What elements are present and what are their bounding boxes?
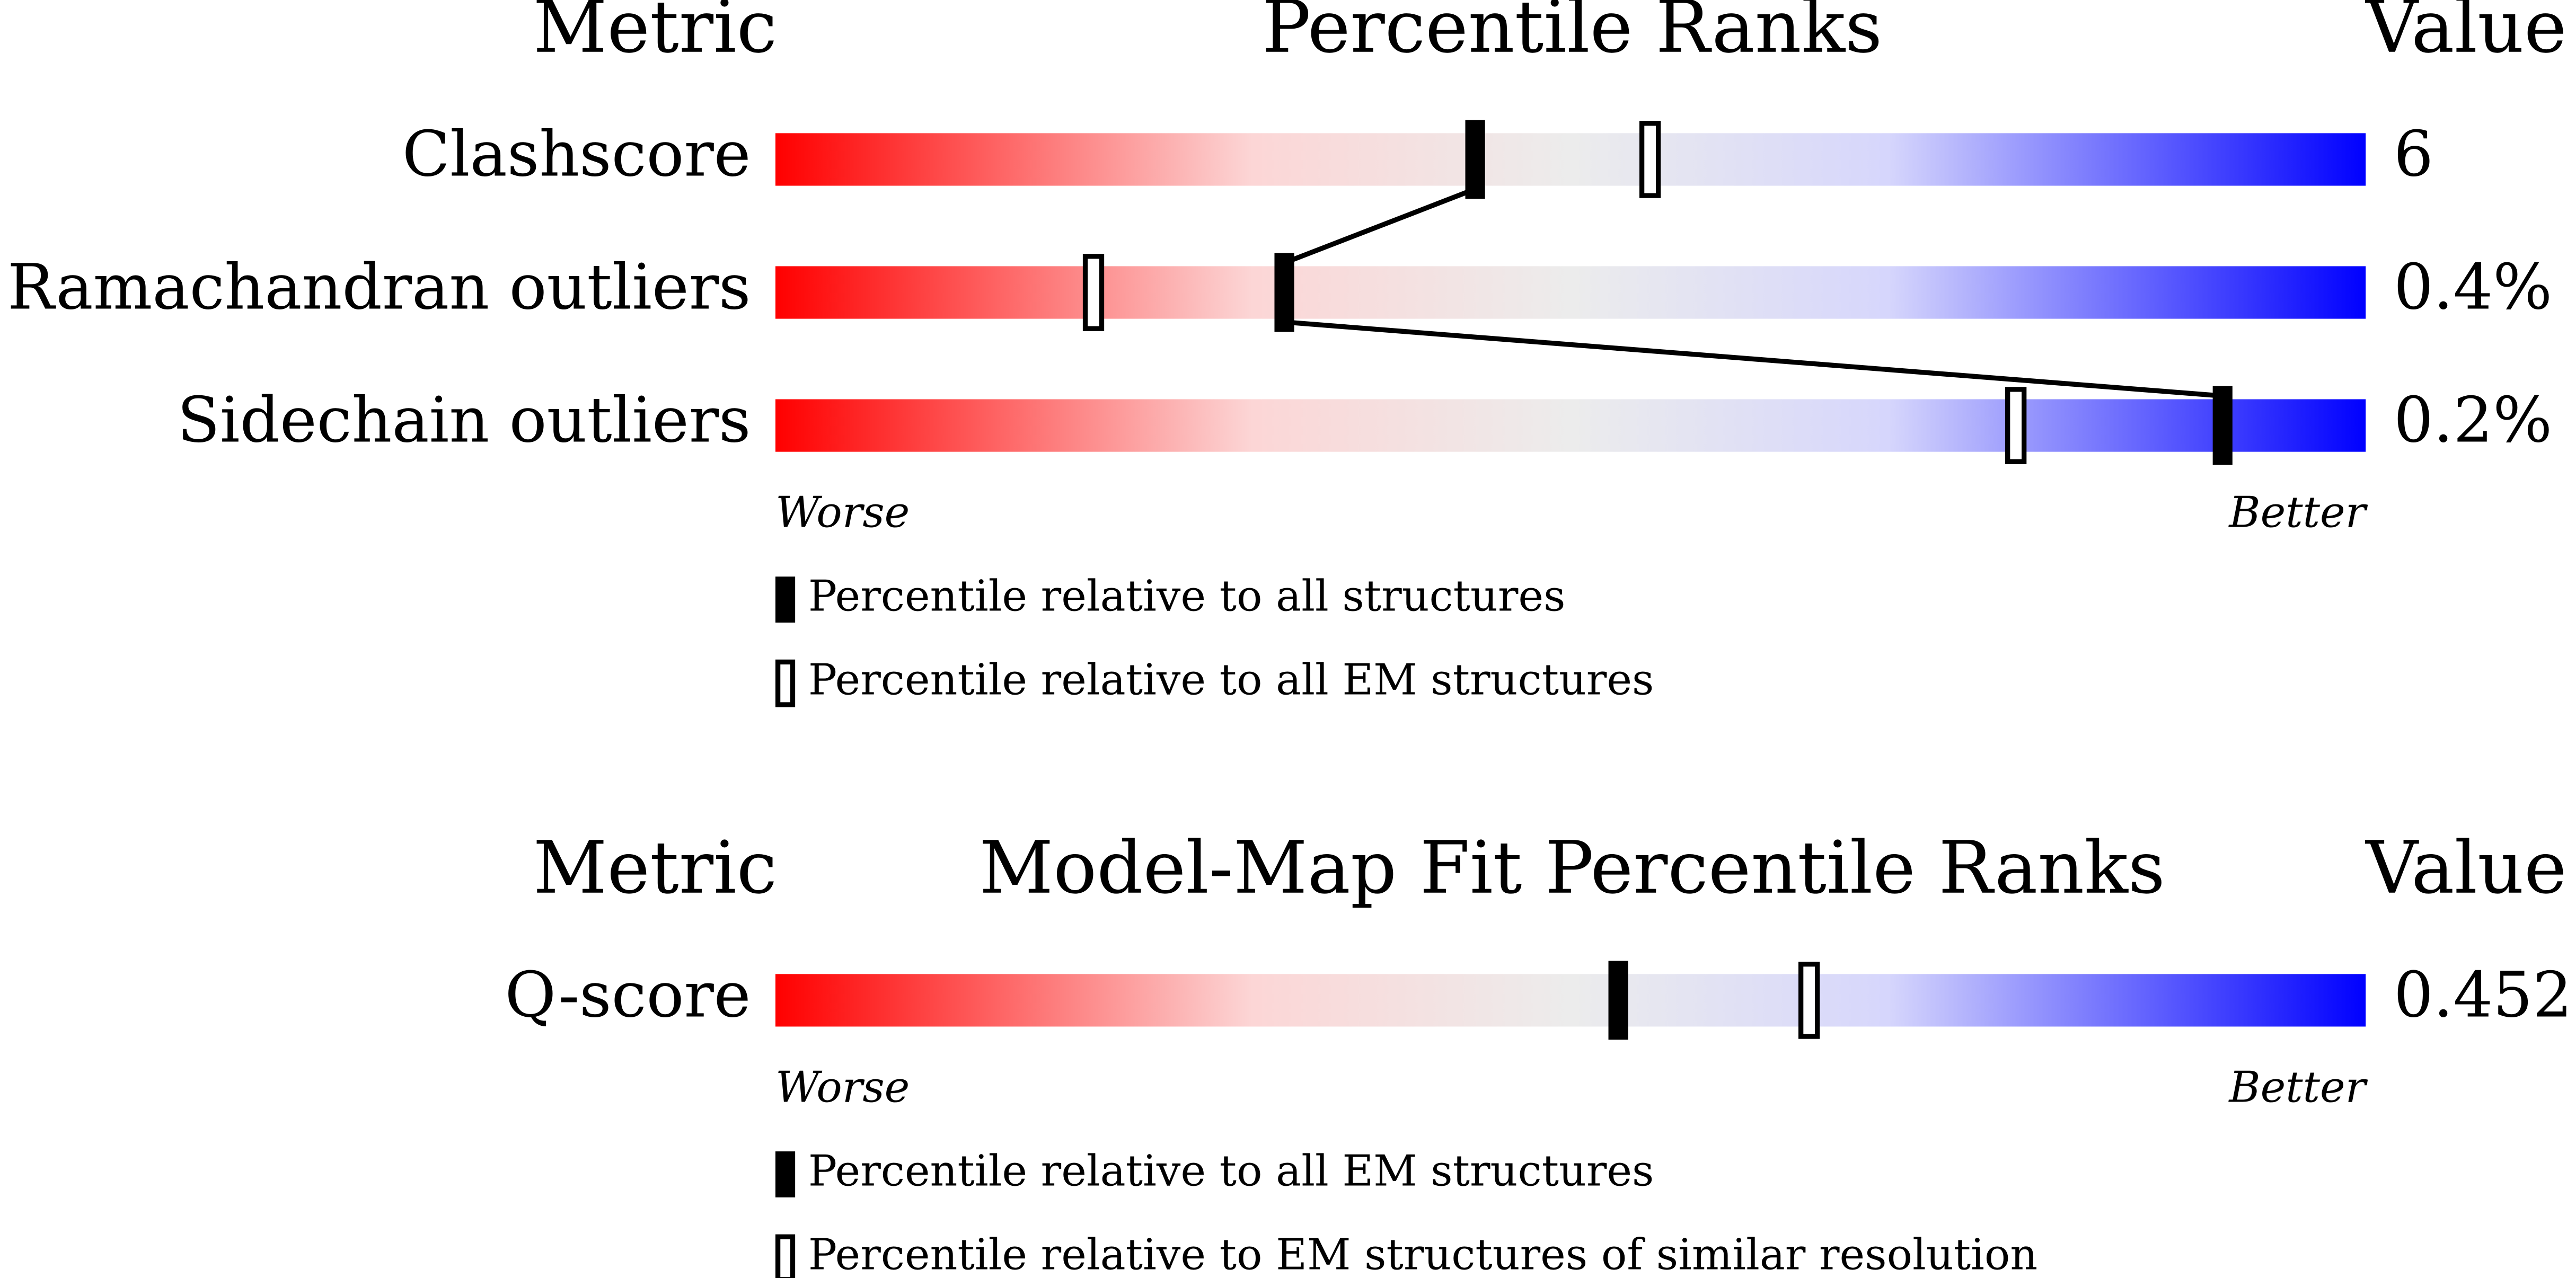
panel-title: Percentile Ranks bbox=[1262, 0, 1882, 69]
value-header: Value bbox=[2365, 0, 2566, 69]
marker-open bbox=[1639, 121, 1661, 198]
marker-filled bbox=[1274, 253, 1294, 332]
metric-value: 0.4% bbox=[2394, 251, 2552, 324]
percentile-bar bbox=[775, 266, 2366, 319]
metric-header: Metric bbox=[533, 826, 777, 910]
legend-filled-icon bbox=[775, 576, 796, 623]
legend-filled-icon bbox=[775, 1151, 796, 1197]
metric-value: 0.452 bbox=[2394, 958, 2572, 1031]
percentile-bar bbox=[775, 133, 2366, 186]
panel-title: Model-Map Fit Percentile Ranks bbox=[980, 826, 2165, 910]
metric-label: Sidechain outliers bbox=[177, 384, 751, 457]
value-header: Value bbox=[2365, 826, 2566, 910]
marker-open bbox=[1798, 962, 1820, 1039]
better-label: Better bbox=[2228, 1062, 2368, 1112]
marker-open bbox=[1082, 254, 1105, 331]
metric-value: 6 bbox=[2394, 118, 2433, 191]
metric-label: Q-score bbox=[505, 958, 751, 1031]
legend-open: Percentile relative to all EM structures bbox=[808, 655, 1654, 705]
metric-label: Clashscore bbox=[402, 118, 751, 191]
marker-filled bbox=[1608, 961, 1628, 1040]
metric-label: Ramachandran outliers bbox=[7, 251, 751, 324]
connector bbox=[1283, 187, 1476, 265]
legend-open-icon bbox=[775, 1234, 796, 1278]
marker-filled bbox=[1465, 120, 1485, 199]
legend-open: Percentile relative to EM structures of … bbox=[808, 1230, 2037, 1278]
percentile-bar bbox=[775, 974, 2366, 1027]
better-label: Better bbox=[2228, 488, 2368, 538]
legend-filled: Percentile relative to all EM structures bbox=[808, 1146, 1654, 1196]
metric-value: 0.2% bbox=[2394, 384, 2552, 457]
legend-open-icon bbox=[775, 659, 796, 707]
marker-filled bbox=[2212, 386, 2233, 465]
percentile-bar bbox=[775, 399, 2366, 452]
metric-header: Metric bbox=[533, 0, 777, 69]
marker-open bbox=[2005, 387, 2027, 464]
worse-label: Worse bbox=[775, 1062, 910, 1112]
connector bbox=[1284, 320, 2223, 398]
worse-label: Worse bbox=[775, 488, 910, 538]
legend-filled: Percentile relative to all structures bbox=[808, 572, 1566, 622]
